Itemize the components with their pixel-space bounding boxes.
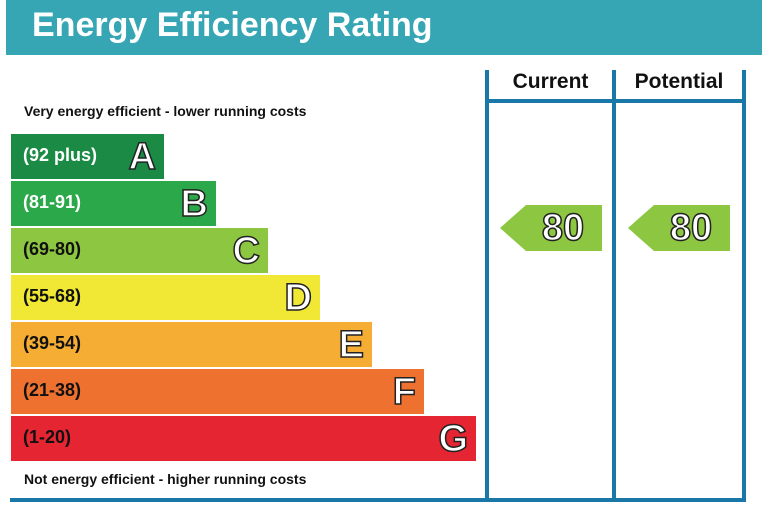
band-range: (55-68): [23, 286, 82, 306]
band-letter: G: [438, 417, 469, 461]
top-note: Very energy efficient - lower running co…: [24, 103, 307, 119]
potential-rating-arrow: 80: [628, 205, 730, 251]
current-rating-value: 80: [541, 206, 585, 250]
potential-rating-value: 80: [669, 206, 713, 250]
band-d: (55-68) D: [11, 275, 320, 320]
column-divider: [742, 70, 746, 502]
band-letter: F: [392, 370, 417, 414]
band-g: (1-20) G: [11, 416, 476, 461]
title-bar: Energy Efficiency Rating: [6, 0, 762, 55]
column-divider: [485, 70, 489, 502]
band-range: (69-80): [23, 239, 82, 259]
band-f: (21-38) F: [11, 369, 424, 414]
column-header-potential: Potential: [634, 70, 724, 93]
band-c: (69-80) C: [11, 228, 268, 273]
band-letter: C: [232, 229, 261, 273]
current-rating-arrow: 80: [500, 205, 602, 251]
arrow-shape: [500, 205, 602, 251]
band-range: (39-54): [23, 333, 82, 353]
bottom-note: Not energy efficient - higher running co…: [24, 471, 307, 487]
column-header-current: Current: [512, 70, 589, 93]
band-range: (1-20): [23, 427, 72, 447]
band-a: (92 plus) A: [11, 134, 164, 179]
band-letter: B: [180, 182, 209, 226]
bottom-border: [10, 498, 746, 502]
band-range: (81-91): [23, 192, 82, 212]
arrow-shape: [628, 205, 730, 251]
band-letter: D: [284, 276, 313, 320]
band-b: (81-91) B: [11, 181, 216, 226]
band-range: (21-38): [23, 380, 82, 400]
band-e: (39-54) E: [11, 322, 372, 367]
band-range: (92 plus): [23, 145, 98, 165]
chart-title: Energy Efficiency Rating: [32, 6, 433, 44]
band-letter: A: [128, 135, 157, 179]
column-divider: [612, 70, 616, 502]
header-divider: [485, 99, 746, 103]
band-letter: E: [338, 323, 365, 367]
